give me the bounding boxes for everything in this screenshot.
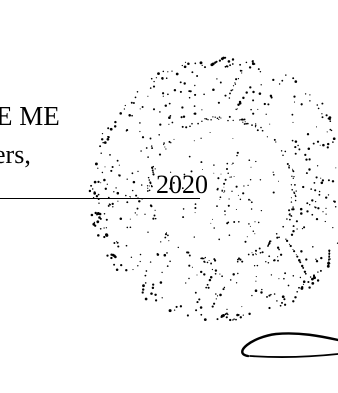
- signature-stroke: [241, 332, 338, 358]
- date-underline: [0, 198, 200, 199]
- year-text: 2020: [156, 170, 208, 199]
- notary-heading-fragment: E ME: [0, 101, 60, 131]
- body-text-fragment: ers,: [0, 140, 31, 169]
- signature-underline-stroke: [249, 353, 338, 358]
